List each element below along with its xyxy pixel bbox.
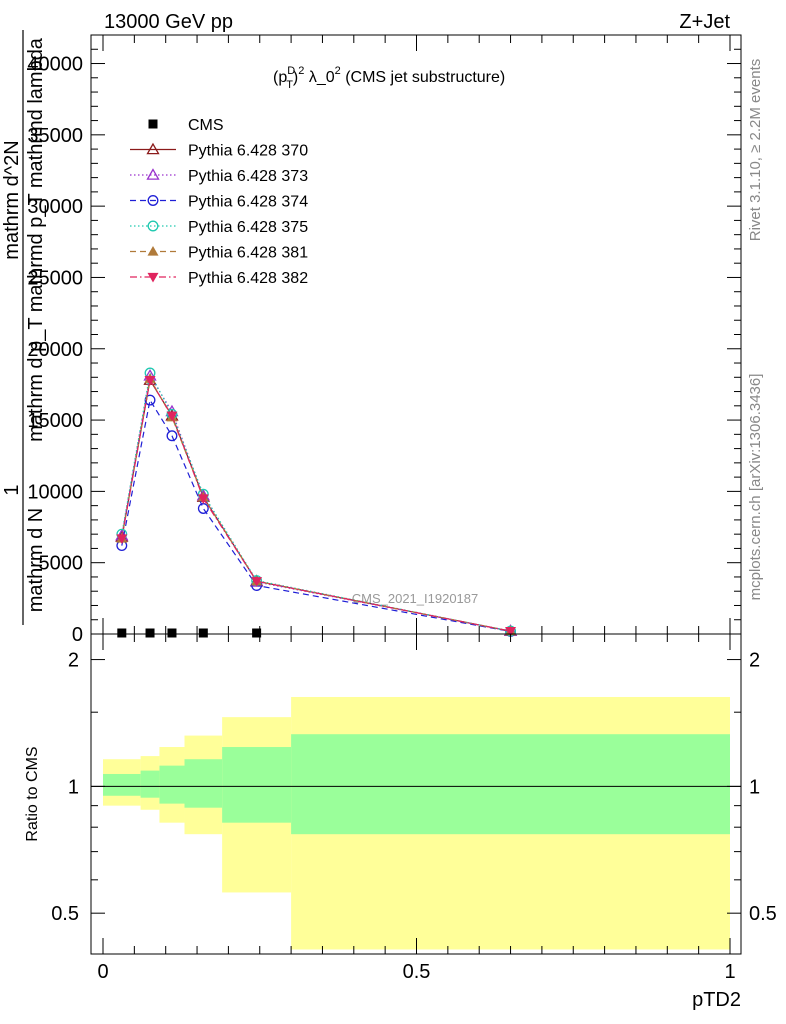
plot-title-base: (p: [273, 69, 287, 86]
main-y-tick-label: 20000: [27, 339, 83, 361]
main-x-ticks: [102, 35, 731, 634]
ratio-y-tick-label-right: 1: [749, 776, 760, 798]
ratio-bands: [103, 696, 730, 950]
main-y-tick-label: 10000: [27, 481, 83, 503]
main-y-tick-label: 40000: [27, 54, 83, 76]
series-line: [121, 378, 511, 632]
data-point: [116, 534, 128, 544]
data-point: [117, 628, 127, 638]
data-point: [167, 628, 177, 638]
main-y-axis-label: 1 mathrm d^2N mathrm d N mathrm d p_T ma…: [1, 30, 47, 625]
plot-title-sup2: 2: [298, 65, 304, 77]
data-point: [252, 628, 262, 638]
ratio-x-tick-label: 0.5: [403, 961, 431, 983]
series-6: [116, 376, 517, 637]
ratio-y-axis-label: Ratio to CMS: [24, 746, 41, 841]
ratio-y-tick-label-right: 2: [749, 650, 760, 672]
ratio-inner-band: [140, 770, 160, 798]
ylabel-frac-den: mathrm d p_T mathrmd p_T mathrmd lambda: [25, 37, 47, 442]
data-point: [145, 628, 155, 638]
legend-marker: [146, 168, 160, 180]
data-point: [198, 628, 208, 638]
legend-label: Pythia 6.428 382: [188, 270, 308, 287]
ratio-y-tick-label: 1: [68, 776, 79, 798]
legend-entry: Pythia 6.428 373: [130, 168, 308, 185]
legend-marker: [147, 220, 159, 232]
ratio-y-tick-label-right: 0.5: [749, 903, 777, 925]
data-point: [251, 577, 263, 587]
ylabel-frac-num: mathrm d^2N: [1, 140, 23, 259]
watermark: CMS_2021_I1920187: [352, 591, 479, 606]
legend-entry: Pythia 6.428 382: [130, 270, 308, 287]
legend-label: Pythia 6.428 375: [188, 219, 308, 236]
data-point: [505, 627, 517, 637]
main-y-tick-labels: 0 5000 10000 15000 20000 25000 30000 35000 40000: [27, 54, 83, 646]
legend-marker: [147, 272, 159, 283]
legend-entry: CMS: [148, 117, 224, 134]
legend-label: Pythia 6.428 374: [188, 194, 308, 211]
series-layer: [115, 367, 518, 638]
ratio-y-tick-label: 2: [68, 650, 79, 672]
rivet-label: Rivet 3.1.10, ≥ 2.2M events: [747, 59, 764, 242]
ratio-inner-band: [159, 765, 185, 804]
ratio-x-tick-label: 1: [724, 961, 735, 983]
ylabel-prefix-den: mathrm d N: [25, 508, 47, 612]
ratio-inner-band: [184, 759, 223, 808]
x-axis-label: pTD2: [692, 989, 741, 1011]
main-y-tick-label: 5000: [39, 553, 84, 575]
ylabel-prefix-num: 1: [1, 484, 23, 495]
legend: CMS Pythia 6.428 370 Pythia 6.428 373 Pythi…: [130, 117, 308, 287]
ratio-x-ticks: 0 0.5 1: [97, 634, 736, 983]
ratio-plot-panel: 0.5 0.51 12 2 0 0.5 1 Ratio to CMS pTD2: [24, 633, 777, 1011]
legend-label: Pythia 6.428 373: [188, 168, 308, 185]
legend-entry: Pythia 6.428 381: [130, 245, 308, 262]
ratio-inner-band: [291, 734, 730, 835]
legend-entry: Pythia 6.428 375: [130, 219, 308, 236]
data-point: [166, 430, 178, 442]
series-line: [121, 398, 511, 633]
ratio-inner-band: [222, 747, 292, 823]
main-y-tick-label: 25000: [27, 267, 83, 289]
legend-marker: [146, 142, 160, 155]
legend-marker: [148, 119, 158, 129]
mcplots-label: mcplots.cern.ch [arXiv:1306.3436]: [747, 374, 764, 601]
header-left: 13000 GeV pp: [104, 11, 233, 33]
legend-label: CMS: [188, 117, 224, 134]
data-point: [144, 376, 156, 386]
legend-entry: Pythia 6.428 374: [130, 194, 308, 211]
main-plot-panel: 0 5000 10000 15000 20000 25000 30000 35000 40000…: [27, 34, 742, 646]
ratio-x-tick-label: 0: [97, 961, 108, 983]
data-point: [197, 503, 209, 514]
ratio-y-ticks: 0.5 0.5 1 1 2 2: [51, 650, 777, 926]
header-right: Z+Jet: [679, 11, 730, 33]
series-0: [117, 628, 262, 638]
main-y-ticks: [91, 34, 741, 635]
ratio-y-tick-label: 0.5: [51, 903, 79, 925]
main-y-tick-label: 35000: [27, 125, 83, 147]
legend-marker: [147, 195, 159, 206]
plot-title-tail: (CMS jet substructure): [341, 69, 505, 86]
plot-title-close: ): [293, 69, 298, 86]
plot-title: (pD T)2 λ_02 (CMS jet substructure): [273, 65, 505, 91]
legend-label: Pythia 6.428 370: [188, 143, 308, 160]
data-point: [166, 411, 178, 422]
legend-label: Pythia 6.428 381: [188, 245, 308, 262]
plot-title-sub: T: [286, 79, 293, 91]
plot-title-sup3: 2: [335, 65, 341, 77]
legend-marker: [147, 246, 159, 256]
data-point: [197, 494, 209, 505]
plot-title-sup: D: [287, 65, 295, 77]
plot-title-rest: λ_0: [304, 69, 334, 86]
ratio-inner-band: [103, 773, 141, 796]
main-y-tick-label: 0: [72, 624, 83, 646]
main-y-tick-label: 30000: [27, 196, 83, 218]
legend-entry: Pythia 6.428 370: [130, 143, 308, 160]
main-y-tick-label: 15000: [27, 410, 83, 432]
